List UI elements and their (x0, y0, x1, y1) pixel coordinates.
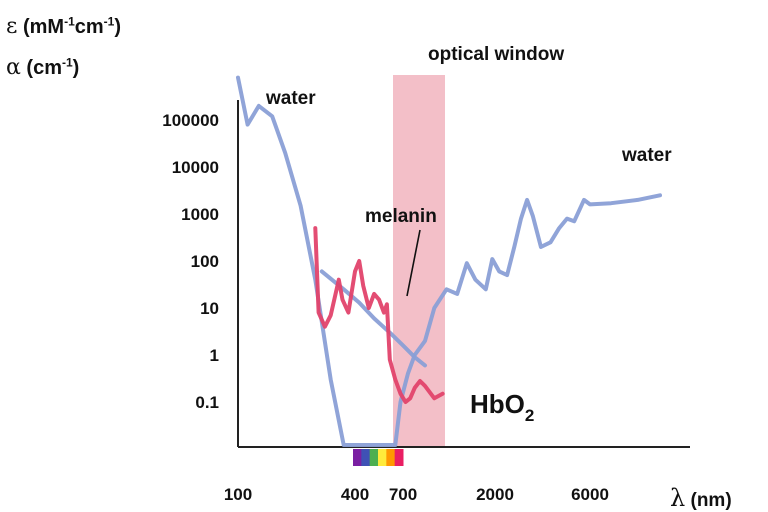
hbo2-subscript: 2 (525, 406, 534, 425)
x-tick-label: 700 (389, 485, 417, 504)
epsilon-unit-sup2: -1 (103, 14, 115, 29)
epsilon-unit-sup1: -1 (64, 14, 75, 29)
y-tick-label: 1 (210, 346, 219, 365)
y-tick-label: 100000 (162, 111, 219, 130)
x-tick-label: 400 (341, 485, 369, 504)
epsilon-symbol: ε (6, 14, 18, 39)
y-tick-label: 10000 (172, 158, 219, 177)
water-label-left: water (265, 88, 316, 109)
x-axis-label: λ (nm) (670, 484, 732, 512)
y-tick-label: 1000 (181, 205, 219, 224)
alpha-unit-part1: (cm (26, 57, 62, 79)
y-tick-label: 0.1 (195, 393, 219, 412)
spectrum-band (378, 449, 387, 466)
epsilon-unit-part1: (mM (22, 16, 65, 38)
y-tick-label: 100 (191, 252, 219, 271)
alpha-unit-part2: ) (72, 57, 80, 79)
melanin-pointer-line (406, 229, 421, 297)
epsilon-unit-part2: cm (74, 16, 104, 38)
spectrum-band (386, 449, 396, 466)
epsilon-unit-part3: ) (114, 16, 121, 38)
spectrum-band (361, 449, 371, 466)
x-tick-label: 6000 (571, 485, 609, 504)
spectrum-band (369, 449, 379, 466)
water-label-right: water (621, 145, 672, 166)
y-tick-label: 10 (200, 299, 219, 318)
x-axis-unit: (nm) (690, 490, 732, 511)
alpha-symbol: α (6, 55, 21, 80)
melanin-label: melanin (365, 206, 437, 227)
y-axis-label-epsilon: ε (mM-1cm-1) (6, 14, 121, 39)
hbo2-label: HbO2 (470, 389, 534, 425)
x-tick-label: 2000 (476, 485, 514, 504)
y-axis-label-alpha: α (cm-1) (6, 55, 79, 80)
optical-window-label: optical window (428, 44, 564, 65)
melanin-curve (319, 269, 427, 368)
water-curve (236, 75, 662, 447)
spectrum-band (394, 449, 404, 466)
spectrum-band (353, 449, 362, 466)
alpha-unit-sup1: -1 (62, 55, 73, 70)
x-tick-label: 100 (224, 485, 252, 504)
lambda-symbol: λ (670, 484, 686, 512)
hbo2-curve (313, 226, 445, 404)
